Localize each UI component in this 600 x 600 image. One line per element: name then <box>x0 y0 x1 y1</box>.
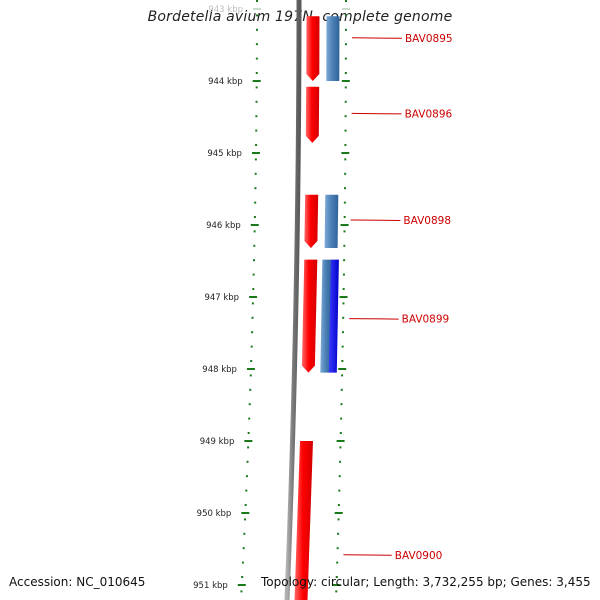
gene-label[interactable]: BAV0898 <box>403 215 451 227</box>
reverse-gene-arrow[interactable] <box>328 259 339 373</box>
gene-label-leader <box>351 112 402 115</box>
forward-gene-arrow[interactable] <box>294 441 314 600</box>
tick-label: 944 kbp <box>208 77 243 87</box>
gene-label-leader <box>350 219 401 221</box>
gene-label-leader <box>343 554 392 556</box>
accession-text: Accession: NC_010645 <box>9 575 146 589</box>
tick-label: 949 kbp <box>200 437 235 447</box>
forward-gene-arrow[interactable] <box>306 16 320 82</box>
gene-label[interactable]: BAV0900 <box>395 550 443 562</box>
forward-gene-arrow[interactable] <box>301 259 318 373</box>
reverse-gene-arrow[interactable] <box>320 259 332 373</box>
reverse-gene-arrow[interactable] <box>324 194 339 248</box>
genome-backbone <box>284 0 302 600</box>
gene-label[interactable]: BAV0895 <box>405 33 453 45</box>
tick-label: 945 kbp <box>207 149 242 159</box>
genome-summary-text: Topology: circular; Length: 3,732,255 bp… <box>261 575 591 589</box>
tick-label: 951 kbp <box>193 581 228 591</box>
gene-label-leader <box>351 37 402 39</box>
tick-label: 943 kbp <box>208 5 243 15</box>
tick-label: 950 kbp <box>197 509 232 519</box>
forward-gene-arrow[interactable] <box>305 86 320 143</box>
gene-label-leader <box>349 318 399 320</box>
forward-gene-arrow[interactable] <box>304 194 319 248</box>
tick-label: 948 kbp <box>202 365 237 375</box>
reverse-gene-arrow[interactable] <box>326 16 340 82</box>
gene-label[interactable]: BAV0899 <box>402 314 450 326</box>
tick-label: 946 kbp <box>206 221 241 231</box>
tick-label: 947 kbp <box>204 293 239 303</box>
gene-label[interactable]: BAV0896 <box>405 108 453 120</box>
